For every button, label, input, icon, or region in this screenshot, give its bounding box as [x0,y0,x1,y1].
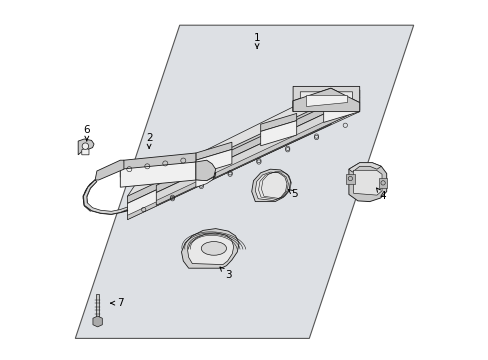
Polygon shape [260,113,296,131]
Text: 2: 2 [145,132,152,148]
Polygon shape [181,229,239,268]
Ellipse shape [201,242,226,255]
Polygon shape [305,95,346,106]
Polygon shape [156,97,359,205]
Polygon shape [156,90,359,193]
Polygon shape [323,90,359,108]
Polygon shape [196,142,231,160]
Polygon shape [127,108,330,220]
Polygon shape [93,316,102,327]
Text: 6: 6 [83,125,90,141]
Polygon shape [156,105,359,205]
Text: 1: 1 [253,33,260,48]
Text: 3: 3 [220,267,231,280]
Polygon shape [75,25,413,338]
Polygon shape [83,180,127,214]
Text: 4: 4 [376,188,386,201]
Polygon shape [346,174,354,184]
Polygon shape [196,160,215,181]
Polygon shape [95,160,123,180]
Circle shape [82,143,88,149]
Polygon shape [81,148,89,155]
Polygon shape [300,92,352,108]
Polygon shape [251,169,290,202]
Polygon shape [292,86,359,112]
Text: 7: 7 [111,298,123,308]
Polygon shape [378,178,386,188]
Polygon shape [255,172,286,201]
Polygon shape [353,170,381,195]
Text: 5: 5 [288,189,298,199]
Polygon shape [196,149,231,175]
Polygon shape [127,88,359,205]
Polygon shape [292,88,359,112]
Polygon shape [348,163,381,172]
Polygon shape [96,294,99,319]
Polygon shape [127,121,330,220]
Polygon shape [78,139,94,155]
Polygon shape [120,162,196,187]
Polygon shape [260,121,296,146]
Polygon shape [127,101,330,203]
Polygon shape [196,172,215,187]
Polygon shape [348,163,386,202]
Polygon shape [120,153,196,177]
Polygon shape [323,97,359,122]
Polygon shape [187,233,233,265]
